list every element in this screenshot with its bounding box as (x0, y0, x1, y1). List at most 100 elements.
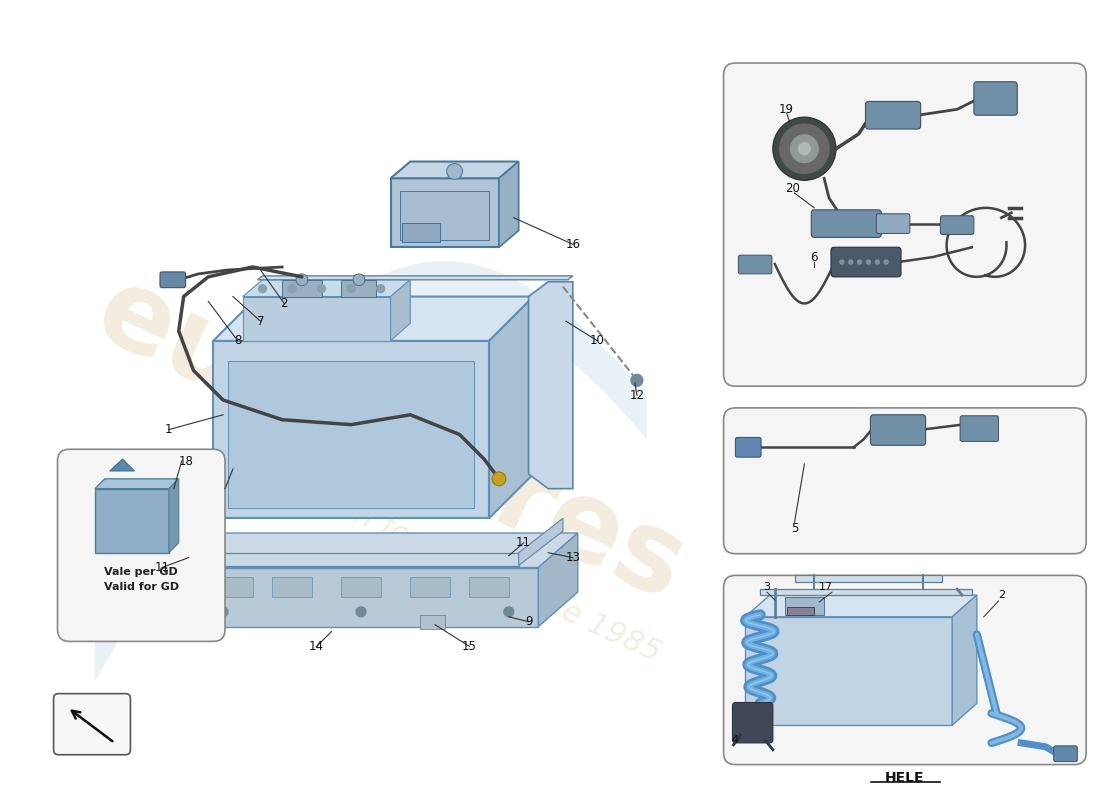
Polygon shape (746, 595, 977, 617)
Circle shape (799, 143, 811, 154)
Polygon shape (257, 276, 573, 280)
Text: 14: 14 (309, 640, 324, 653)
FancyBboxPatch shape (960, 416, 999, 442)
Text: 15: 15 (462, 640, 476, 653)
Text: 12: 12 (629, 389, 645, 402)
Text: 19: 19 (779, 103, 794, 116)
Polygon shape (400, 191, 490, 240)
Text: Vale per GD: Vale per GD (104, 567, 178, 578)
FancyBboxPatch shape (736, 438, 761, 457)
Circle shape (867, 260, 870, 264)
Polygon shape (760, 589, 972, 595)
Circle shape (288, 285, 296, 293)
FancyBboxPatch shape (1054, 746, 1077, 762)
Polygon shape (528, 282, 573, 489)
Text: 11: 11 (516, 536, 531, 550)
Polygon shape (95, 261, 647, 681)
Text: 8: 8 (234, 334, 242, 347)
Circle shape (791, 135, 818, 162)
Text: 20: 20 (785, 182, 800, 194)
FancyBboxPatch shape (724, 575, 1086, 765)
FancyBboxPatch shape (160, 272, 186, 288)
Polygon shape (784, 597, 824, 615)
Polygon shape (390, 178, 499, 247)
Text: 5: 5 (791, 522, 799, 534)
Circle shape (858, 260, 861, 264)
Circle shape (849, 260, 852, 264)
Circle shape (884, 260, 888, 264)
Polygon shape (538, 533, 578, 626)
Polygon shape (953, 595, 977, 725)
Polygon shape (213, 578, 253, 597)
Circle shape (840, 260, 844, 264)
Text: 1: 1 (165, 423, 173, 436)
Circle shape (258, 285, 266, 293)
Polygon shape (169, 479, 178, 553)
Text: 2: 2 (280, 297, 288, 310)
Text: 7: 7 (256, 314, 264, 328)
FancyBboxPatch shape (724, 408, 1086, 554)
Text: 16: 16 (565, 238, 581, 251)
Text: 18: 18 (178, 454, 194, 467)
Polygon shape (470, 578, 509, 597)
Circle shape (356, 607, 366, 617)
Polygon shape (95, 489, 169, 553)
Circle shape (348, 285, 355, 293)
FancyBboxPatch shape (724, 63, 1086, 386)
Polygon shape (184, 553, 519, 566)
FancyBboxPatch shape (54, 694, 131, 754)
FancyBboxPatch shape (733, 702, 773, 743)
Text: a passion for parts since 1985: a passion for parts since 1985 (234, 447, 664, 668)
Text: 4: 4 (732, 735, 739, 745)
Text: 17: 17 (820, 582, 833, 592)
Polygon shape (341, 280, 376, 297)
Circle shape (318, 285, 326, 293)
Polygon shape (341, 578, 381, 597)
FancyBboxPatch shape (738, 255, 772, 274)
Polygon shape (403, 222, 440, 242)
Circle shape (353, 274, 365, 286)
Polygon shape (390, 162, 519, 178)
Polygon shape (213, 297, 534, 341)
FancyBboxPatch shape (974, 82, 1018, 115)
FancyBboxPatch shape (812, 210, 881, 238)
Polygon shape (174, 567, 538, 626)
Text: 9: 9 (525, 615, 532, 628)
Text: Valid for GD: Valid for GD (103, 582, 179, 592)
Text: 6: 6 (811, 250, 818, 264)
Polygon shape (228, 361, 474, 508)
Circle shape (218, 607, 228, 617)
Text: 3: 3 (763, 582, 770, 592)
Text: 11: 11 (154, 561, 169, 574)
Circle shape (296, 274, 308, 286)
Polygon shape (243, 280, 410, 297)
Polygon shape (95, 479, 178, 489)
Text: europäres: europäres (79, 255, 702, 623)
Polygon shape (786, 607, 814, 615)
Polygon shape (746, 617, 953, 725)
Polygon shape (243, 297, 390, 341)
Polygon shape (184, 518, 223, 553)
Polygon shape (110, 459, 134, 471)
Circle shape (876, 260, 879, 264)
Text: 13: 13 (565, 551, 581, 564)
Polygon shape (273, 578, 311, 597)
Text: 2: 2 (998, 590, 1005, 600)
FancyBboxPatch shape (870, 414, 925, 446)
Polygon shape (213, 341, 490, 518)
Polygon shape (794, 575, 943, 582)
FancyBboxPatch shape (866, 102, 921, 129)
Polygon shape (420, 615, 444, 629)
Circle shape (780, 124, 829, 174)
FancyBboxPatch shape (830, 247, 901, 277)
Circle shape (492, 472, 506, 486)
Circle shape (447, 163, 462, 179)
Polygon shape (174, 533, 578, 567)
Text: HELE: HELE (886, 771, 925, 786)
Polygon shape (390, 280, 410, 341)
FancyBboxPatch shape (877, 214, 910, 234)
Text: 10: 10 (590, 334, 605, 347)
Circle shape (631, 374, 642, 386)
Circle shape (377, 285, 385, 293)
Polygon shape (499, 162, 519, 247)
